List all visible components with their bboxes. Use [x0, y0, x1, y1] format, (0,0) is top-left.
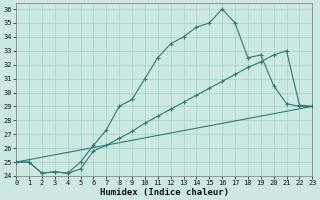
X-axis label: Humidex (Indice chaleur): Humidex (Indice chaleur) — [100, 188, 229, 197]
